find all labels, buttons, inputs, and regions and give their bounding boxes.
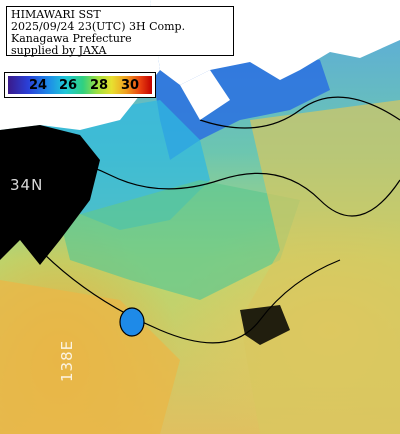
mild-water-region [60, 180, 300, 300]
contour-line [39, 249, 341, 344]
legend-tick: 26 [59, 78, 78, 93]
land-peninsula [180, 70, 230, 120]
credit: supplied by JAXA [11, 44, 107, 57]
legend-tick: 30 [121, 78, 140, 93]
legend-tick: 24 [29, 78, 48, 93]
contour-eddy [119, 307, 145, 337]
warm-water-south [0, 280, 180, 434]
info-box: HIMAWARI SST 2025/09/24 23(UTC) 3H Comp.… [6, 6, 234, 57]
legend-tick: 28 [90, 78, 109, 93]
latitude-label: 34N [10, 176, 44, 194]
timestamp: 2025/09/24 23(UTC) 3H Comp. [11, 20, 186, 33]
temperature-legend: 24 26 28 30 [4, 72, 156, 98]
longitude-label: 138E [58, 339, 76, 382]
no-data-cloud [0, 125, 100, 265]
warm-water-east [240, 100, 400, 434]
region-label: Kanagawa Prefecture [11, 32, 132, 45]
contour-line [199, 96, 400, 129]
no-data-patch [240, 305, 290, 345]
title: HIMAWARI SST [11, 8, 101, 21]
legend-color-ramp [8, 76, 152, 94]
